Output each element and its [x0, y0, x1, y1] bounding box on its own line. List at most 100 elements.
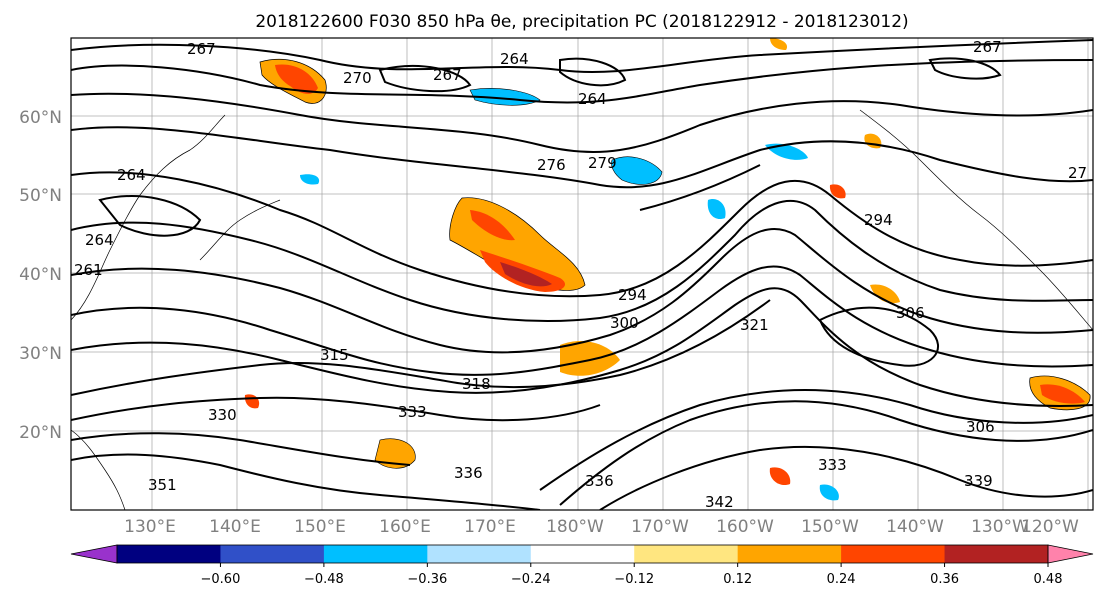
contour-line	[98, 195, 202, 237]
colorbar-swatch	[737, 545, 842, 563]
contour-line	[539, 389, 1093, 491]
contour-line	[71, 59, 1093, 104]
coastline	[71, 429, 126, 510]
lon-label: 130°E	[124, 517, 176, 537]
lon-label: 160°W	[716, 517, 774, 537]
precip-patch	[769, 467, 791, 486]
contour-label: 336	[585, 472, 614, 490]
map-frame	[70, 37, 1094, 511]
colorbar-tick-label: −0.48	[304, 572, 344, 587]
colorbar-tick-label: −0.24	[511, 572, 551, 587]
lon-label: 180°W	[546, 517, 604, 537]
contour-label: 336	[454, 464, 483, 482]
contour-label: 318	[462, 375, 491, 393]
colorbar: −0.60 −0.48 −0.36 −0.24 −0.12 0.12 0.24 0.36 0.4…	[70, 544, 1094, 587]
contour-line	[71, 126, 1093, 189]
contour-label: 267	[433, 66, 462, 84]
contour-label: 333	[398, 403, 427, 421]
precip-patch	[819, 484, 839, 501]
theta-e-contours	[71, 39, 1093, 510]
contour-label: 339	[964, 472, 993, 490]
contour-labels: 267 270 267 264 264 276 279 264 264 261 …	[74, 38, 1087, 511]
contour-line	[818, 306, 940, 367]
lon-labels: 130°E 140°E 150°E 160°E 170°E 180°W 170°W 160°W…	[124, 517, 1079, 537]
colorbar-tick-label: −0.60	[201, 572, 241, 587]
colorbar-extend-low	[70, 544, 118, 564]
lat-label: 50°N	[19, 186, 62, 206]
precip-patch	[275, 64, 318, 94]
lat-label: 60°N	[19, 108, 62, 128]
contour-label: 264	[578, 90, 607, 108]
contour-line	[639, 164, 761, 211]
contour-label: 267	[187, 40, 216, 58]
contour-label: 294	[864, 211, 893, 229]
lon-label: 140°E	[209, 517, 261, 537]
gridlines	[71, 38, 1093, 510]
contour-label: 315	[320, 346, 349, 364]
lon-label: 150°W	[801, 517, 859, 537]
contour-label: 264	[117, 166, 146, 184]
map-background	[71, 38, 1093, 510]
colorbar-tick-label: −0.36	[407, 572, 447, 587]
contour-line	[71, 432, 411, 466]
lat-label: 40°N	[19, 265, 62, 285]
precip-patch	[300, 174, 320, 185]
contour-label: 300	[610, 314, 639, 332]
contour-label: 333	[818, 456, 847, 474]
contour-line	[559, 400, 1093, 506]
lon-label: 130°W	[971, 517, 1029, 537]
lon-label: 160°E	[379, 517, 431, 537]
contour-label: 330	[208, 406, 237, 424]
contour-label: 276	[537, 156, 566, 174]
contour-line	[928, 57, 1002, 80]
contour-line	[71, 265, 1093, 376]
contour-line	[71, 396, 601, 422]
contour-line	[559, 57, 627, 87]
lon-label: 170°W	[631, 517, 689, 537]
coastlines	[71, 109, 1093, 510]
colorbar-swatch	[944, 545, 1049, 563]
precip-shading	[244, 38, 1091, 501]
colorbar-swatch	[427, 545, 532, 563]
contour-line	[71, 287, 1093, 407]
coastline	[859, 109, 1093, 331]
contour-label: 351	[148, 476, 177, 494]
contour-label: 264	[500, 50, 529, 68]
colorbar-tick-label: 0.12	[723, 572, 752, 587]
contour-label: 342	[705, 493, 734, 511]
contour-label: 279	[588, 154, 617, 172]
colorbar-swatch	[634, 545, 739, 563]
map-panel: 267 270 267 264 264 276 279 264 264 261 …	[19, 37, 1094, 537]
colorbar-tick-label: 0.48	[1034, 572, 1063, 587]
precip-patch	[611, 156, 663, 185]
colorbar-extend-high	[1047, 544, 1094, 564]
precip-patch	[500, 262, 552, 287]
coastline	[71, 114, 226, 321]
lon-label: 120°W	[1021, 517, 1079, 537]
colorbar-tick-label: −0.12	[614, 572, 654, 587]
contour-line	[71, 453, 541, 510]
contour-label: 270	[343, 69, 372, 87]
colorbar-tick-label: 0.24	[827, 572, 856, 587]
precip-patch	[707, 199, 726, 220]
colorbar-frame	[116, 544, 1049, 564]
contour-label: 261	[74, 261, 103, 279]
lon-label: 140°W	[886, 517, 944, 537]
contour-label: 264	[85, 231, 114, 249]
lat-labels: 60°N 50°N 40°N 30°N 20°N	[19, 108, 62, 443]
contour-label: 294	[618, 286, 647, 304]
contour-label: 306	[966, 418, 995, 436]
contour-label: 321	[740, 316, 769, 334]
contour-label: 267	[973, 38, 1002, 56]
colorbar-swatch	[117, 545, 221, 563]
precip-patch	[560, 340, 620, 376]
colorbar-swatch	[841, 545, 946, 563]
contour-line	[71, 92, 1093, 154]
precip-patch	[829, 184, 846, 199]
precip-patch	[765, 143, 808, 160]
contour-label: 27	[1068, 164, 1087, 182]
contour-line	[71, 228, 1093, 354]
colorbar-swatch	[530, 545, 635, 563]
colorbar-swatch	[323, 545, 428, 563]
